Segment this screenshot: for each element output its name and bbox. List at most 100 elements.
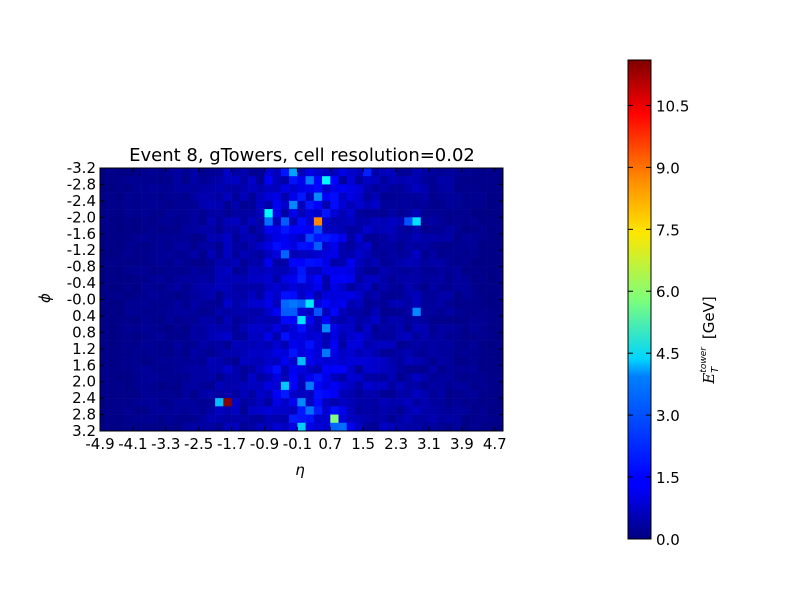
heatmap-cell: [190, 233, 199, 243]
heatmap-cell: [223, 348, 232, 358]
heatmap-cell: [354, 184, 364, 193]
heatmap-cell: [453, 184, 463, 193]
heatmap-cell: [165, 233, 175, 243]
heatmap-cell: [305, 176, 315, 185]
heatmap-cell: [461, 225, 471, 235]
heatmap-cell: [149, 225, 158, 235]
heatmap-cell: [461, 250, 471, 259]
heatmap-cell: [313, 176, 323, 185]
heatmap-cell: [387, 241, 397, 251]
heatmap-cell: [330, 291, 339, 300]
heatmap-cell: [346, 283, 356, 292]
heatmap-cell: [297, 250, 306, 259]
heatmap-cell: [478, 406, 487, 415]
heatmap-cell: [346, 291, 356, 300]
heatmap-cell: [437, 315, 446, 325]
heatmap-cell: [379, 299, 389, 309]
heatmap-cell: [256, 324, 265, 333]
heatmap-cell: [190, 299, 199, 309]
heatmap-cell: [305, 307, 315, 317]
heatmap-cell: [412, 176, 422, 185]
heatmap-cell: [124, 315, 134, 325]
heatmap-cell: [412, 266, 422, 276]
heatmap-cell: [100, 398, 109, 407]
heatmap-cell: [461, 365, 471, 374]
heatmap-cell: [412, 283, 422, 292]
heatmap-cell: [182, 274, 191, 284]
heatmap-cell: [428, 291, 438, 300]
heatmap-cell: [305, 233, 315, 243]
heatmap-cell: [289, 209, 298, 218]
heatmap-cell: [330, 200, 339, 210]
heatmap-cell: [256, 299, 265, 309]
heatmap-cell: [461, 209, 471, 218]
heatmap-cell: [239, 332, 249, 341]
heatmap-cell: [338, 241, 348, 251]
heatmap-cell: [206, 291, 216, 300]
heatmap-cell: [330, 373, 339, 382]
heatmap-cell: [157, 233, 167, 243]
heatmap-cell: [272, 217, 282, 226]
heatmap-cell: [141, 217, 150, 226]
heatmap-cell: [396, 315, 405, 325]
heatmap-cell: [215, 200, 224, 210]
heatmap-cell: [272, 184, 282, 193]
heatmap-cell: [289, 299, 298, 309]
heatmap-cell: [305, 398, 315, 407]
heatmap-cell: [445, 406, 454, 415]
heatmap-cell: [248, 192, 257, 202]
heatmap-cell: [453, 209, 463, 218]
heatmap-cell: [478, 357, 487, 366]
heatmap-cell: [387, 373, 397, 382]
heatmap-cell: [231, 233, 241, 243]
heatmap-cell: [174, 225, 183, 235]
heatmap-cell: [223, 291, 232, 300]
heatmap-cell: [206, 381, 216, 391]
colorbar-label: ETtower[GeV]: [699, 296, 721, 385]
heatmap-cell: [149, 176, 158, 185]
heatmap-cell: [478, 422, 487, 432]
heatmap-cell: [215, 299, 224, 309]
heatmap-cell: [346, 324, 356, 333]
heatmap-cell: [248, 398, 257, 407]
heatmap-cell: [223, 250, 232, 259]
heatmap-cell: [313, 209, 323, 218]
heatmap-cell: [470, 258, 479, 267]
heatmap-cell: [486, 241, 496, 251]
heatmap-cell: [354, 389, 364, 399]
heatmap-cell: [486, 291, 496, 300]
y-tick-label: -1.6: [67, 225, 96, 243]
heatmap-cell: [428, 209, 438, 218]
heatmap-cell: [108, 209, 117, 218]
heatmap-cell: [437, 250, 446, 259]
heatmap-cell: [182, 168, 191, 177]
heatmap-cell: [100, 176, 109, 185]
heatmap-cell: [141, 315, 150, 325]
heatmap-cell: [215, 184, 224, 193]
heatmap-cell: [141, 357, 150, 366]
heatmap-cell: [453, 168, 463, 177]
heatmap-cell: [330, 324, 339, 333]
heatmap-cell: [371, 406, 380, 415]
heatmap-cell: [387, 357, 397, 366]
heatmap-cell: [346, 398, 356, 407]
heatmap-cell: [305, 192, 315, 202]
heatmap-cell: [297, 192, 306, 202]
heatmap-cell: [322, 373, 331, 382]
heatmap-cell: [445, 340, 454, 350]
heatmap-cell: [280, 168, 290, 177]
heatmap-cell: [231, 414, 241, 424]
y-tick-label: 1.6: [72, 356, 96, 374]
heatmap-cell: [231, 283, 241, 292]
heatmap-cell: [354, 283, 364, 292]
heatmap-cell: [248, 389, 257, 399]
heatmap-cell: [272, 192, 282, 202]
heatmap-cell: [420, 357, 430, 366]
heatmap-cell: [124, 168, 134, 177]
heatmap-cell: [289, 176, 298, 185]
heatmap-cell: [223, 414, 232, 424]
heatmap-cell: [494, 283, 504, 292]
heatmap-cell: [494, 241, 504, 251]
heatmap-cell: [223, 315, 232, 325]
heatmap-cell: [190, 291, 199, 300]
